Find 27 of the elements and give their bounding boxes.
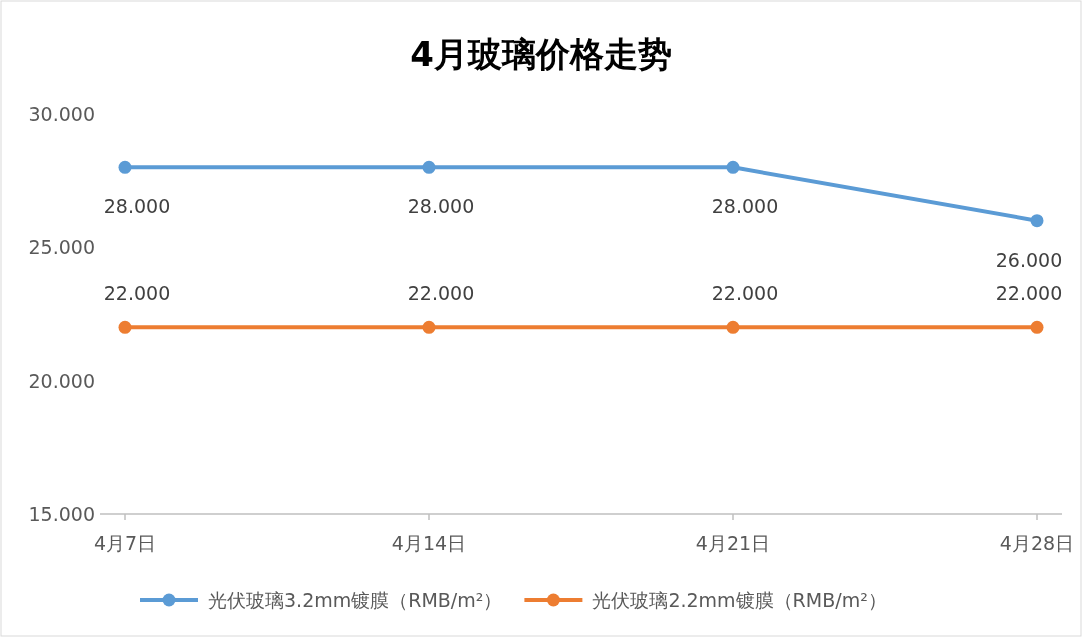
data-label: 28.000	[711, 195, 779, 218]
x-tick-label: 4月28日	[999, 532, 1075, 554]
legend-label: 光伏玻璃2.2mm镀膜（RMB/m²）	[592, 589, 887, 611]
y-tick-label: 15.000	[28, 503, 95, 525]
data-label: 22.000	[711, 282, 779, 305]
data-label: 22.000	[995, 282, 1063, 305]
point	[726, 320, 740, 334]
data-label: 26.000	[995, 248, 1063, 271]
point	[1030, 214, 1044, 228]
point	[422, 320, 436, 334]
point	[1030, 320, 1044, 334]
point	[726, 160, 740, 174]
y-tick-label: 20.000	[28, 369, 95, 392]
x-tick-label: 4月7日	[93, 532, 157, 554]
point	[118, 320, 132, 334]
y-tick-label: 30.000	[28, 103, 95, 125]
point	[118, 160, 132, 174]
data-label: 22.000	[103, 282, 171, 305]
x-tick-label: 4月21日	[695, 532, 771, 554]
data-label: 28.000	[407, 195, 475, 218]
data-label: 22.000	[407, 282, 475, 305]
x-tick-label: 4月14日	[391, 532, 467, 554]
y-tick-label: 25.000	[28, 236, 95, 259]
chart-title: 4月玻璃价格走势	[410, 34, 672, 74]
point	[422, 160, 436, 174]
legend-label: 光伏玻璃3.2mm镀膜（RMB/m²）	[208, 589, 503, 611]
data-label: 28.000	[103, 195, 171, 218]
